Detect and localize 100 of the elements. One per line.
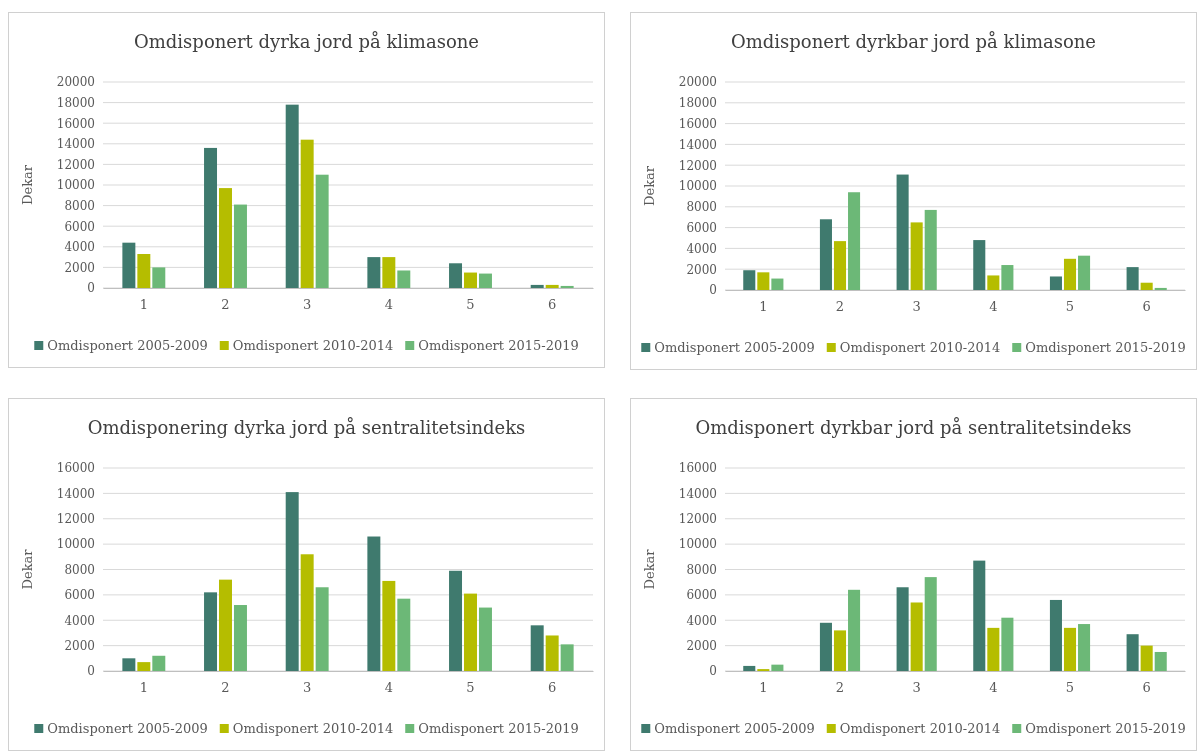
bar [987, 627, 1000, 671]
y-tick-label: 2000 [64, 638, 95, 653]
x-tick-label: 5 [1065, 680, 1075, 696]
x-tick-label: 2 [835, 680, 845, 696]
bar [397, 598, 411, 671]
bar [987, 275, 1000, 290]
bar [973, 560, 986, 671]
x-tick-label: 3 [912, 680, 921, 696]
y-tick-label: 18000 [56, 95, 95, 110]
bar [382, 580, 396, 671]
bar [1078, 624, 1091, 671]
legend-label: Omdisponert 2015-2019 [418, 338, 579, 353]
y-tick-label: 4000 [64, 240, 95, 255]
y-tick-label: 14000 [56, 137, 95, 152]
y-tick-label: 0 [87, 281, 95, 296]
bar [137, 662, 151, 671]
bar [560, 285, 574, 288]
y-tick-label: 16000 [678, 116, 717, 131]
y-tick-label: 10000 [678, 179, 717, 194]
x-tick-label: 4 [989, 299, 998, 315]
y-tick-label: 14000 [678, 486, 717, 501]
y-tick-label: 0 [709, 283, 717, 298]
legend-label: Omdisponert 2015-2019 [418, 721, 579, 736]
legend-label: Omdisponert 2015-2019 [1025, 340, 1186, 355]
y-tick-label: 2000 [64, 260, 95, 275]
y-tick-label: 18000 [678, 96, 717, 111]
bar [1154, 651, 1167, 671]
x-tick-label: 6 [1142, 680, 1151, 696]
y-tick-label: 20000 [678, 75, 717, 90]
bar [743, 665, 756, 671]
y-tick-label: 2000 [686, 262, 717, 277]
x-tick-label: 6 [1142, 299, 1151, 315]
y-tick-label: 12000 [56, 157, 95, 172]
bar [1126, 634, 1139, 671]
bar [924, 577, 937, 671]
bar [152, 655, 166, 671]
legend-label: Omdisponert 2010-2014 [232, 721, 394, 736]
bar [204, 147, 218, 288]
x-tick-label: 3 [303, 297, 312, 313]
bar [478, 273, 492, 288]
y-tick-label: 12000 [678, 512, 717, 527]
bar [397, 270, 411, 288]
bar [848, 192, 861, 290]
bar [530, 625, 544, 671]
bar [1140, 282, 1153, 290]
x-tick-label: 6 [548, 297, 557, 313]
bar [743, 270, 756, 290]
bar [382, 257, 396, 288]
y-tick-label: 8000 [64, 198, 95, 213]
y-tick-label: 6000 [686, 588, 717, 603]
bar [910, 222, 923, 290]
bar [848, 589, 861, 671]
bar [152, 267, 166, 288]
x-tick-label: 5 [1065, 299, 1075, 315]
x-tick-label: 5 [466, 297, 475, 313]
x-tick-label: 3 [303, 680, 312, 696]
bar [1126, 267, 1139, 290]
bar [833, 630, 847, 671]
bar [464, 593, 477, 671]
bar [896, 587, 909, 671]
y-tick-label: 10000 [56, 178, 95, 193]
bar [1001, 265, 1014, 290]
bar [1049, 599, 1062, 671]
y-tick-label: 16000 [678, 461, 717, 476]
bar [233, 605, 247, 671]
y-tick-label: 10000 [678, 537, 717, 552]
y-tick-label: 6000 [686, 220, 717, 235]
bar [910, 602, 923, 671]
bar [896, 174, 909, 290]
bar [449, 570, 463, 671]
chart-title: Omdisponert dyrkbar jord på sentralitetsindeks [695, 417, 1132, 438]
chart-title: Omdisponert dyrka jord på klimasone [134, 31, 479, 52]
x-tick-label: 2 [835, 299, 845, 315]
bar [315, 587, 329, 671]
bar [1001, 617, 1014, 671]
x-tick-label: 1 [759, 299, 768, 315]
y-tick-label: 16000 [56, 116, 95, 131]
bar [924, 209, 937, 290]
legend-label: Omdisponert 2005-2009 [654, 340, 815, 355]
y-axis-title: Dekar [20, 164, 35, 205]
y-tick-label: 6000 [64, 588, 95, 603]
y-tick-label: 14000 [678, 137, 717, 152]
bar [122, 658, 136, 671]
y-tick-label: 8000 [686, 200, 717, 215]
bar [833, 241, 847, 290]
bar [478, 607, 492, 671]
y-tick-label: 0 [709, 664, 717, 679]
y-tick-label: 10000 [56, 537, 95, 552]
legend-label: Omdisponert 2005-2009 [47, 338, 208, 353]
bar [1063, 258, 1077, 290]
y-tick-label: 4000 [64, 613, 95, 628]
x-tick-label: 2 [221, 297, 230, 313]
x-tick-label: 1 [139, 680, 148, 696]
x-tick-label: 1 [759, 680, 768, 696]
bar [819, 622, 832, 671]
bar [233, 204, 247, 288]
y-tick-label: 2000 [686, 638, 717, 653]
bar [449, 263, 463, 288]
chart-title: Omdisponering dyrka jord på sentralitetsindeks [87, 417, 526, 438]
x-tick-label: 4 [989, 680, 998, 696]
